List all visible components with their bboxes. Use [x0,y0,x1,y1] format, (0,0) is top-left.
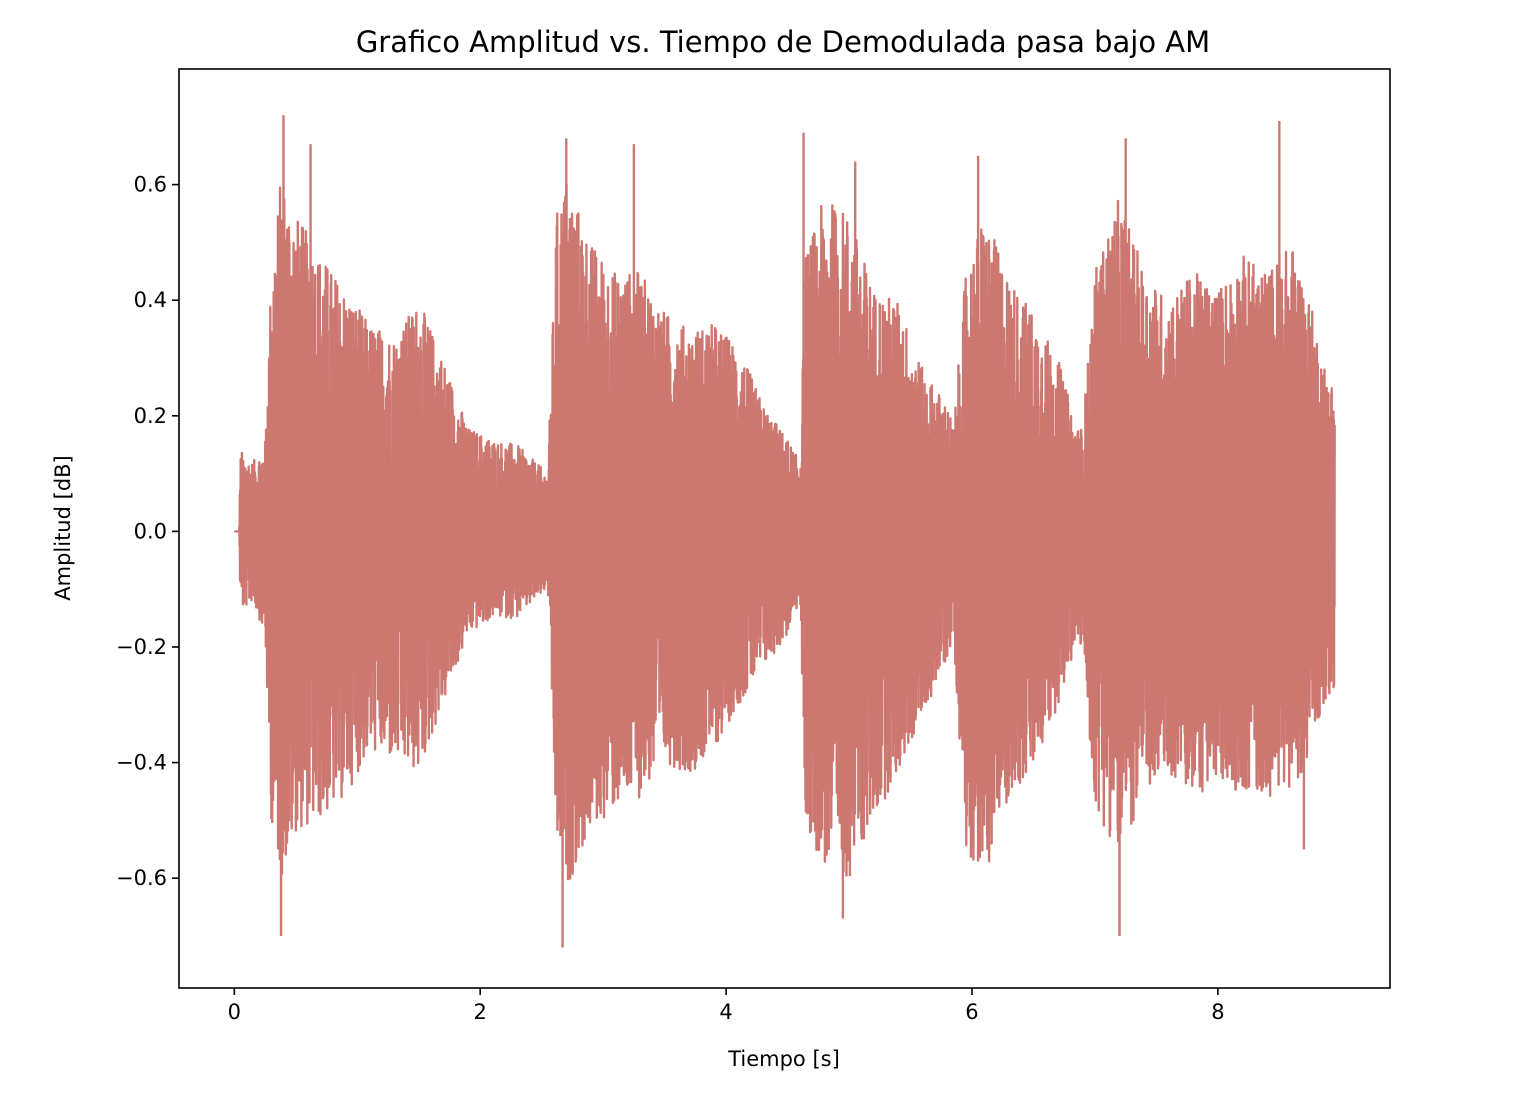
y-axis-ticks: 0.6 0.4 0.2 0.0 −0.2 −0.4 −0.6 [116,173,179,890]
y-tick-label: 0.2 [134,404,167,428]
series-layer [233,115,1336,948]
plot-area [178,68,1391,989]
y-tick-label: −0.6 [116,866,167,890]
axes-frame [178,68,1391,989]
series-line [233,115,1336,948]
x-tick-label: 6 [965,1000,978,1024]
x-tick-label: 0 [228,1000,241,1024]
x-axis-label: Tiempo [s] [727,1047,840,1071]
y-tick-label: −0.2 [116,635,167,659]
chart-title: Grafico Amplitud vs. Tiempo de Demodulad… [356,25,1210,59]
y-tick-label: 0.4 [134,288,167,312]
x-tick-label: 2 [474,1000,487,1024]
y-tick-label: 0.6 [134,173,167,197]
y-tick-label: 0.0 [134,519,167,543]
y-axis-label: Amplitud [dB] [51,455,75,601]
y-tick-label: −0.4 [116,751,167,775]
x-axis-ticks: 0 2 4 6 8 [228,988,1225,1024]
x-tick-label: 4 [719,1000,732,1024]
x-tick-label: 8 [1211,1000,1224,1024]
